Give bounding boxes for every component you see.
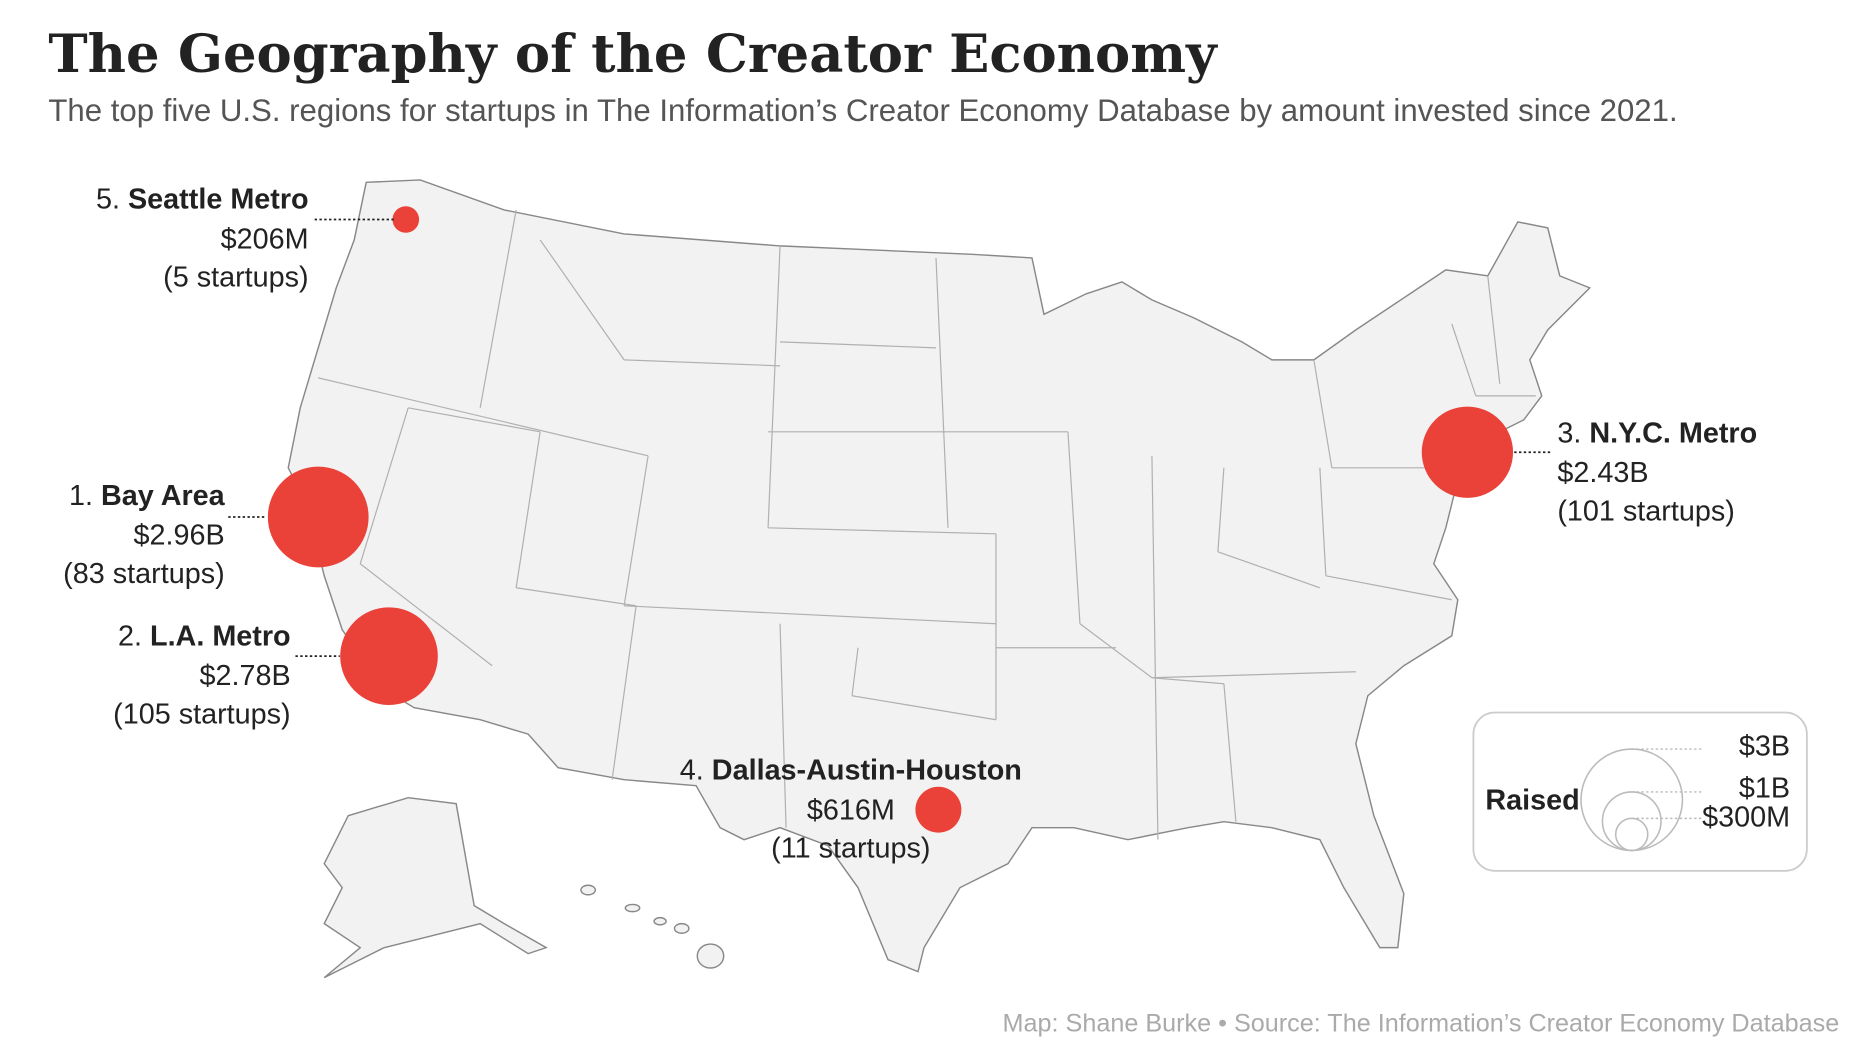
legend-label: $3B	[1739, 731, 1790, 763]
source-note: Map: Shane Burke • Source: The Informati…	[1003, 1010, 1840, 1038]
contiguous-us	[287, 179, 1592, 973]
region-bubble	[1421, 406, 1514, 498]
legend-label: $1B	[1739, 773, 1790, 805]
region-name: 2. L.A. Metro	[118, 620, 291, 652]
legend-label: $300M	[1702, 801, 1790, 833]
region-title: Bay Area	[101, 480, 226, 512]
region-bubble	[392, 206, 420, 233]
legend-title: Raised	[1485, 785, 1579, 817]
region-name: 4. Dallas-Austin-Houston	[680, 755, 1022, 787]
region-rank: 3.	[1557, 418, 1581, 450]
region-rank: 5.	[96, 184, 120, 216]
region-title: Seattle Metro	[128, 184, 309, 216]
region-title: L.A. Metro	[150, 620, 291, 652]
region-startups: (5 startups)	[163, 262, 308, 294]
region-bubble	[340, 607, 438, 705]
alaska	[323, 796, 548, 979]
region-bubble	[267, 466, 369, 568]
region-bubble	[915, 786, 962, 833]
legend-box	[1472, 711, 1808, 872]
region-name: 3. N.Y.C. Metro	[1557, 418, 1757, 450]
region-startups: (105 startups)	[113, 698, 290, 730]
region-startups: (83 startups)	[63, 558, 224, 590]
region-name: 5. Seattle Metro	[96, 184, 309, 216]
region-amount: $2.43B	[1557, 457, 1648, 489]
region-amount: $206M	[221, 223, 309, 255]
region-title: Dallas-Austin-Houston	[712, 755, 1022, 787]
basemap	[287, 179, 1592, 979]
subtitle: The top five U.S. regions for startups i…	[48, 93, 1677, 128]
region-amount: $616M	[807, 794, 895, 826]
region-amount: $2.78B	[199, 660, 290, 692]
title: The Geography of the Creator Economy	[48, 23, 1218, 85]
region-title: N.Y.C. Metro	[1589, 418, 1757, 450]
region-name: 1. Bay Area	[69, 480, 226, 512]
hawaii	[580, 884, 725, 969]
region-startups: (11 startups)	[771, 833, 930, 865]
region-rank: 2.	[118, 620, 142, 652]
state-borders	[318, 209, 1536, 840]
region-startups: (101 startups)	[1557, 496, 1734, 528]
region-rank: 1.	[69, 480, 93, 512]
region-rank: 4.	[680, 755, 704, 787]
region-amount: $2.96B	[133, 520, 224, 552]
